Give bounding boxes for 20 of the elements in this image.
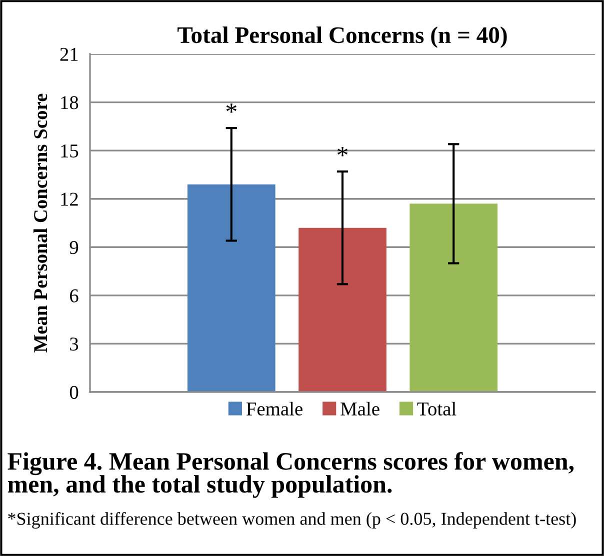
y-tick-label: 6 [70,289,78,302]
y-tick-label: 3 [70,338,78,351]
y-axis-title: Mean Personal Concerns Score [33,94,48,352]
bar [298,228,386,392]
y-tick-label: 18 [61,96,78,110]
text: *Significant difference between women and men (p < 0.05, Independent t-test) [8,512,576,529]
y-tick-label: 15 [61,144,78,158]
legend-label: Male [340,402,380,416]
chart-title: Total Personal Concerns (n = 40) [178,26,507,48]
legend-label: Female [246,402,302,416]
data-label: * [337,147,348,156]
y-tick-label: 0 [70,386,78,399]
bar [410,204,498,392]
y-tick-label: 12 [61,192,78,206]
legend-label: Total [417,402,456,416]
caption: Figure 4. Mean Personal Concerns scores for women, men, and the total study population. [8,452,574,498]
y-tick-label: 21 [60,48,78,61]
bar [187,184,276,392]
data-label: * [226,104,236,113]
y-tick-label: 9 [70,241,78,254]
